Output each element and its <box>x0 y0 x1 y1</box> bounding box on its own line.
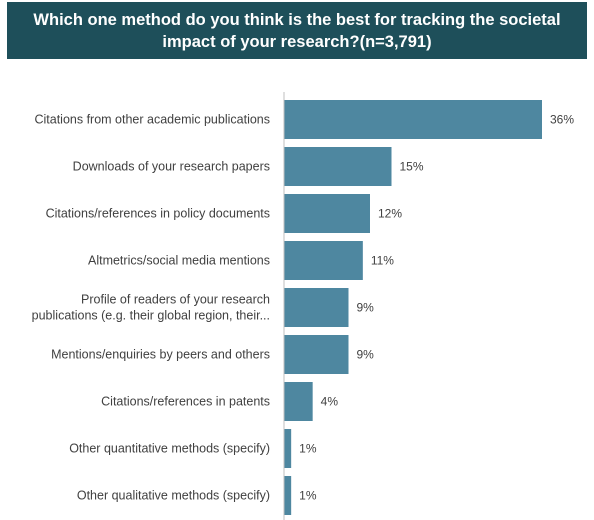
bar-value-label: 12% <box>378 207 402 221</box>
category-label: Citations/references in policy documents <box>46 207 270 221</box>
chart-title: Which one method do you think is the bes… <box>7 2 587 59</box>
bar <box>284 288 349 327</box>
bar-value-label: 11% <box>371 254 394 268</box>
bar <box>284 100 542 139</box>
bar-value-label: 9% <box>357 301 375 315</box>
value-labels-group: 36% 15% 12% 11% 9% 9% 4% 1% 1% <box>299 113 574 503</box>
bar <box>284 476 292 515</box>
bar <box>284 382 313 421</box>
bar-value-label: 4% <box>321 395 339 409</box>
category-label: Downloads of your research papers <box>73 160 270 174</box>
bar <box>284 429 292 468</box>
bar <box>284 194 370 233</box>
category-label: Other quantitative methods (specify) <box>69 442 270 456</box>
bar <box>284 147 392 186</box>
bar-value-label: 15% <box>400 160 424 174</box>
bar-value-label: 1% <box>299 442 317 456</box>
bar-value-label: 1% <box>299 489 317 503</box>
category-label: Mentions/enquiries by peers and others <box>51 348 270 362</box>
category-label: Citations from other academic publicatio… <box>34 113 270 127</box>
bar <box>284 241 363 280</box>
category-label: Altmetrics/social media mentions <box>88 254 270 268</box>
bar-value-label: 36% <box>550 113 574 127</box>
bar <box>284 335 349 374</box>
category-label: Other qualitative methods (specify) <box>77 489 270 503</box>
bars-group <box>284 100 542 515</box>
category-labels-group: Citations from other academic publicatio… <box>32 113 270 503</box>
bar-value-label: 9% <box>357 348 375 362</box>
category-label: Profile of readers of your research publi… <box>32 293 270 323</box>
category-label: Citations/references in patents <box>101 395 270 409</box>
